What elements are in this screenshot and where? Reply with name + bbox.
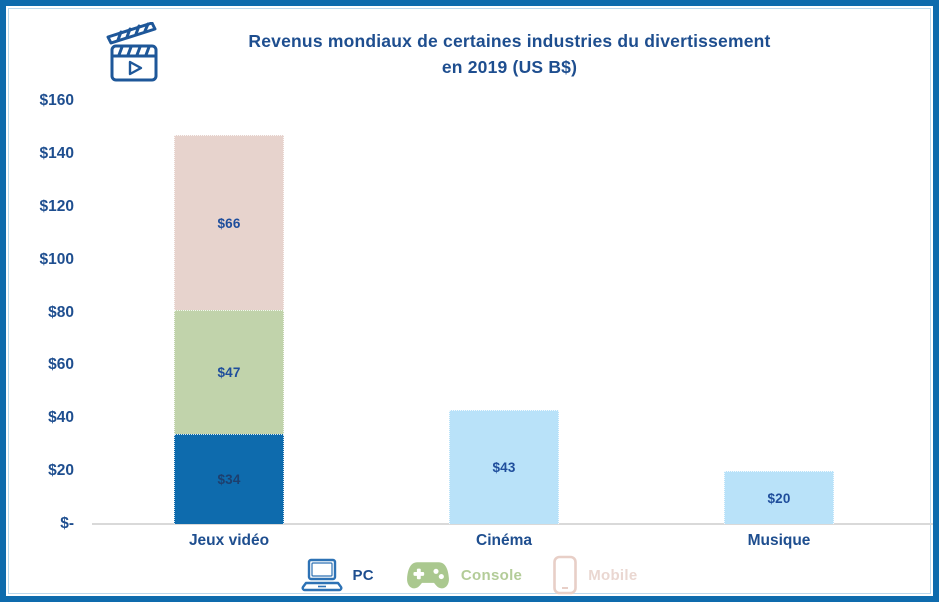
- laptop-icon: [302, 558, 343, 592]
- y-tick-label: $40: [48, 409, 74, 427]
- y-tick-label: $100: [39, 250, 74, 268]
- legend-label-mobile: Mobile: [588, 566, 638, 584]
- clapperboard-icon: [106, 22, 158, 82]
- segment-value-label: $66: [217, 215, 241, 231]
- title-line-2: en 2019 (US B$): [441, 57, 578, 78]
- y-tick-label: $-: [60, 515, 74, 532]
- legend-label-console: Console: [460, 566, 523, 584]
- segment-value-label: $43: [492, 460, 516, 476]
- segment-value-label: $20: [767, 490, 791, 506]
- gamepad-icon: [406, 562, 449, 589]
- plot-area: $34 $47 $66 $43 $20: [92, 101, 933, 525]
- bar-segment-Musique: $20: [724, 471, 834, 524]
- y-tick-label: $60: [48, 356, 74, 374]
- x-axis-labels: Jeux vidéo Cinéma Musique: [96, 532, 933, 554]
- y-tick-label: $140: [39, 144, 74, 162]
- x-axis-line: [92, 523, 933, 525]
- y-tick-label: $80: [48, 303, 74, 321]
- segment-value-label: $34: [217, 472, 241, 488]
- bar-Cinéma: $43: [449, 410, 559, 524]
- y-tick-label: $20: [48, 462, 74, 480]
- page-title: Revenus mondiaux de certaines industries…: [126, 28, 893, 81]
- bar-Musique: $20: [724, 471, 834, 524]
- bar-segment-Mobile: $66: [174, 135, 284, 310]
- legend-item-console: Console: [404, 559, 522, 591]
- legend-label-pc: PC: [352, 566, 374, 584]
- y-tick-label: $160: [39, 92, 74, 109]
- bar-segment-Cinéma: $43: [449, 410, 559, 524]
- title-line-1: Revenus mondiaux de certaines industries…: [248, 31, 771, 51]
- x-category-label: Jeux vidéo: [188, 532, 270, 549]
- legend-item-pc: PC: [301, 558, 374, 592]
- segment-value-label: $47: [217, 365, 241, 380]
- bar-Jeux vidéo: $34 $47 $66: [174, 135, 284, 524]
- x-category-label: Cinéma: [476, 532, 532, 549]
- y-tick-label: $120: [39, 197, 74, 215]
- y-axis: $160 $140 $120 $100 $80 $60 $40 $20 $-: [6, 92, 80, 532]
- legend-item-mobile: Mobile: [552, 555, 637, 595]
- x-category-label: Musique: [747, 532, 811, 549]
- bar-segment-Console: $47: [174, 309, 284, 435]
- legend: PC Console Mobile: [6, 554, 933, 596]
- bar-segment-PC: $34: [174, 434, 284, 524]
- smartphone-icon: [553, 555, 578, 595]
